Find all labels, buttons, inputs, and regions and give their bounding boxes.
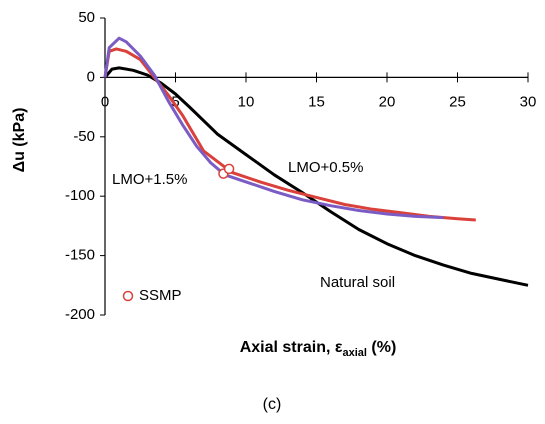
x-tick-label: 15	[308, 93, 325, 110]
legend-label: SSMP	[139, 287, 182, 304]
series-annotation: LMO+1.5%	[112, 171, 187, 188]
series-line	[103, 66, 529, 287]
x-axis-label-suffix: (%)	[367, 339, 396, 356]
x-tick-label: 5	[171, 93, 179, 110]
x-tick-label: 0	[101, 93, 109, 110]
y-axis-label: Δu (kPa)	[11, 108, 28, 173]
x-tick-label: 20	[379, 93, 396, 110]
y-tick-label: -150	[65, 247, 95, 264]
x-tick-label: 30	[520, 93, 537, 110]
y-tick-label: -100	[65, 187, 95, 204]
x-axis-label-subscript: axial	[342, 347, 366, 359]
data-point	[223, 163, 235, 175]
x-tick-label: 25	[449, 93, 466, 110]
x-tick-label: 10	[238, 93, 255, 110]
x-axis-label: Axial strain, εaxial (%)	[240, 339, 397, 359]
series-annotation: LMO+0.5%	[288, 159, 363, 176]
series-line	[103, 47, 476, 222]
series-annotation: Natural soil	[320, 274, 395, 291]
y-tick-label: -50	[73, 128, 95, 145]
series-line	[103, 36, 444, 220]
y-tick-label: 50	[78, 9, 95, 26]
legend-marker	[122, 290, 134, 302]
y-tick-label: 0	[87, 68, 95, 85]
x-axis-label-main: Axial strain, ε	[240, 339, 343, 356]
caption: (c)	[263, 396, 282, 413]
y-tick-label: -200	[65, 306, 95, 323]
